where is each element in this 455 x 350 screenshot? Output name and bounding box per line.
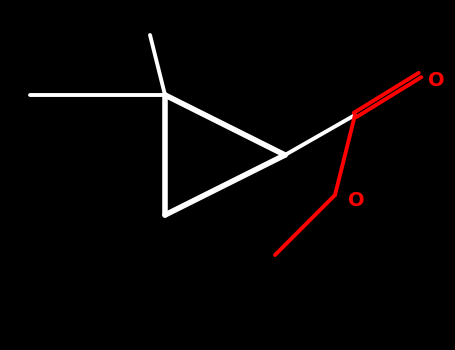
Text: O: O xyxy=(428,70,445,90)
Text: O: O xyxy=(348,190,364,210)
